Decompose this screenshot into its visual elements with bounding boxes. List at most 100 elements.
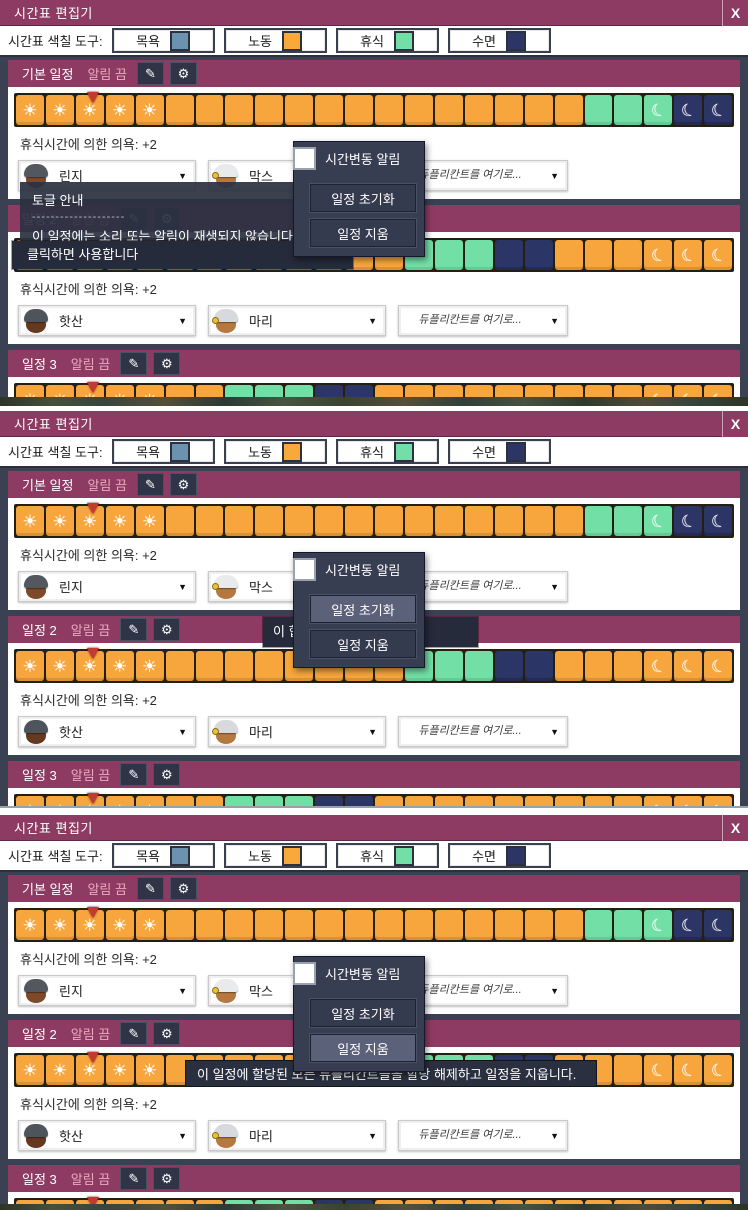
hour-cell[interactable] bbox=[195, 796, 224, 806]
hour-cell[interactable]: ☾ bbox=[644, 796, 673, 806]
hour-cell[interactable]: ☀ bbox=[135, 651, 164, 681]
hour-cell[interactable] bbox=[345, 95, 374, 125]
paint-tool-bath[interactable]: 목욕 bbox=[111, 28, 215, 53]
hour-cell[interactable] bbox=[614, 95, 643, 125]
hour-cell[interactable] bbox=[225, 506, 254, 536]
hour-cell[interactable] bbox=[195, 506, 224, 536]
options-gear-button[interactable]: ⚙ bbox=[153, 1167, 181, 1190]
hour-cell[interactable] bbox=[404, 95, 433, 125]
hour-cell[interactable] bbox=[524, 796, 553, 806]
hour-cell[interactable]: ☀ bbox=[105, 1200, 134, 1204]
hour-cell[interactable] bbox=[584, 240, 613, 270]
hour-cell[interactable]: ☀ bbox=[45, 910, 74, 940]
hour-cell[interactable] bbox=[584, 95, 613, 125]
hour-cell[interactable] bbox=[375, 910, 403, 940]
hour-cell[interactable] bbox=[404, 385, 433, 397]
rename-pencil-button[interactable]: ✎ bbox=[120, 352, 148, 375]
hour-cell[interactable]: ☾ bbox=[674, 95, 703, 125]
hour-cell[interactable] bbox=[375, 506, 403, 536]
hour-cell[interactable]: ☾ bbox=[644, 95, 673, 125]
hour-cell[interactable] bbox=[464, 651, 493, 681]
rename-pencil-button[interactable]: ✎ bbox=[120, 763, 148, 786]
hour-cell[interactable]: ☾ bbox=[644, 385, 673, 397]
hour-cell[interactable] bbox=[165, 651, 194, 681]
hour-cell[interactable] bbox=[315, 95, 344, 125]
hour-cell[interactable] bbox=[225, 1200, 254, 1204]
hour-cell[interactable] bbox=[345, 385, 374, 397]
hour-cell[interactable] bbox=[464, 385, 493, 397]
hour-cell[interactable] bbox=[255, 796, 284, 806]
hour-cell[interactable] bbox=[315, 910, 344, 940]
hour-cell[interactable] bbox=[285, 1200, 314, 1204]
options-gear-button[interactable]: ⚙ bbox=[169, 473, 197, 496]
hour-cell[interactable] bbox=[195, 1200, 224, 1204]
hour-cell[interactable] bbox=[554, 240, 583, 270]
time-shift-alarm-checkbox[interactable] bbox=[293, 558, 316, 581]
hour-cell[interactable] bbox=[255, 506, 284, 536]
hour-cell[interactable]: ☾ bbox=[674, 506, 703, 536]
hour-cell[interactable]: ☾ bbox=[704, 1200, 733, 1204]
hour-cell[interactable] bbox=[165, 95, 194, 125]
hour-cell[interactable] bbox=[524, 240, 553, 270]
hour-cell[interactable] bbox=[524, 651, 553, 681]
hour-cell[interactable] bbox=[584, 651, 613, 681]
hour-cell[interactable] bbox=[524, 1200, 553, 1204]
hour-cell[interactable]: ☀ bbox=[105, 385, 134, 397]
hour-cell[interactable] bbox=[315, 1200, 344, 1204]
hour-cell[interactable] bbox=[345, 506, 374, 536]
options-gear-button[interactable]: ⚙ bbox=[153, 763, 181, 786]
options-gear-button[interactable]: ⚙ bbox=[169, 877, 197, 900]
hour-cell[interactable] bbox=[375, 1200, 403, 1204]
hour-cell[interactable] bbox=[554, 796, 583, 806]
hour-cell[interactable] bbox=[345, 1200, 374, 1204]
hour-cell[interactable] bbox=[494, 385, 523, 397]
paint-tool-rest[interactable]: 휴식 bbox=[335, 439, 439, 464]
hour-cell[interactable] bbox=[195, 651, 224, 681]
hour-cell[interactable] bbox=[404, 1200, 433, 1204]
hour-cell[interactable]: ☀ bbox=[135, 1200, 164, 1204]
hour-cell[interactable]: ☾ bbox=[704, 506, 733, 536]
hour-cell[interactable] bbox=[434, 385, 463, 397]
duplicant-drop-target[interactable]: 듀플리칸트를 여기로... ▼ bbox=[398, 160, 568, 191]
hour-cell[interactable] bbox=[584, 506, 613, 536]
hour-cell[interactable] bbox=[225, 910, 254, 940]
hour-cell[interactable]: ☀ bbox=[135, 796, 164, 806]
hour-cell[interactable] bbox=[464, 240, 493, 270]
hour-cell[interactable]: ☾ bbox=[644, 1055, 673, 1085]
hour-cell[interactable]: ☾ bbox=[674, 240, 703, 270]
hour-cell[interactable] bbox=[614, 796, 643, 806]
time-shift-alarm-checkbox[interactable] bbox=[293, 147, 316, 170]
hour-cell[interactable] bbox=[554, 910, 583, 940]
hour-cell[interactable] bbox=[494, 240, 523, 270]
hour-cell[interactable] bbox=[285, 506, 314, 536]
hour-cell[interactable] bbox=[614, 506, 643, 536]
hour-cell[interactable] bbox=[165, 506, 194, 536]
hour-cell[interactable] bbox=[404, 796, 433, 806]
hour-cell[interactable]: ☀ bbox=[16, 385, 44, 397]
hour-cell[interactable]: ☾ bbox=[644, 506, 673, 536]
paint-tool-sleep[interactable]: 수면 bbox=[447, 439, 551, 464]
delete-schedule-button[interactable]: 일정 지움 bbox=[310, 219, 416, 247]
hour-cell[interactable] bbox=[165, 910, 194, 940]
hour-cell[interactable] bbox=[494, 95, 523, 125]
hour-cell[interactable] bbox=[375, 796, 403, 806]
hour-cell[interactable] bbox=[434, 651, 463, 681]
duplicant-dropdown[interactable]: 린지 ▼ bbox=[18, 975, 196, 1006]
reset-schedule-button[interactable]: 일정 초기화 bbox=[310, 595, 416, 623]
hour-cell[interactable]: ☀ bbox=[105, 796, 134, 806]
hour-cell[interactable] bbox=[434, 910, 463, 940]
hour-cell[interactable] bbox=[165, 796, 194, 806]
hour-cell[interactable]: ☀ bbox=[45, 385, 74, 397]
hour-cell[interactable] bbox=[165, 385, 194, 397]
hour-cell[interactable]: ☀ bbox=[105, 506, 134, 536]
hour-cell[interactable] bbox=[195, 385, 224, 397]
hour-cell[interactable] bbox=[195, 910, 224, 940]
hour-cell[interactable]: ☀ bbox=[45, 796, 74, 806]
hour-cell[interactable] bbox=[345, 796, 374, 806]
close-button[interactable]: X bbox=[722, 0, 748, 26]
hour-cell[interactable]: ☀ bbox=[16, 910, 44, 940]
hour-cell[interactable]: ☾ bbox=[704, 95, 733, 125]
time-shift-alarm-checkbox[interactable] bbox=[293, 962, 316, 985]
duplicant-drop-target[interactable]: 듀플리칸트를 여기로... ▼ bbox=[398, 305, 568, 336]
hour-cell[interactable]: ☾ bbox=[644, 910, 673, 940]
